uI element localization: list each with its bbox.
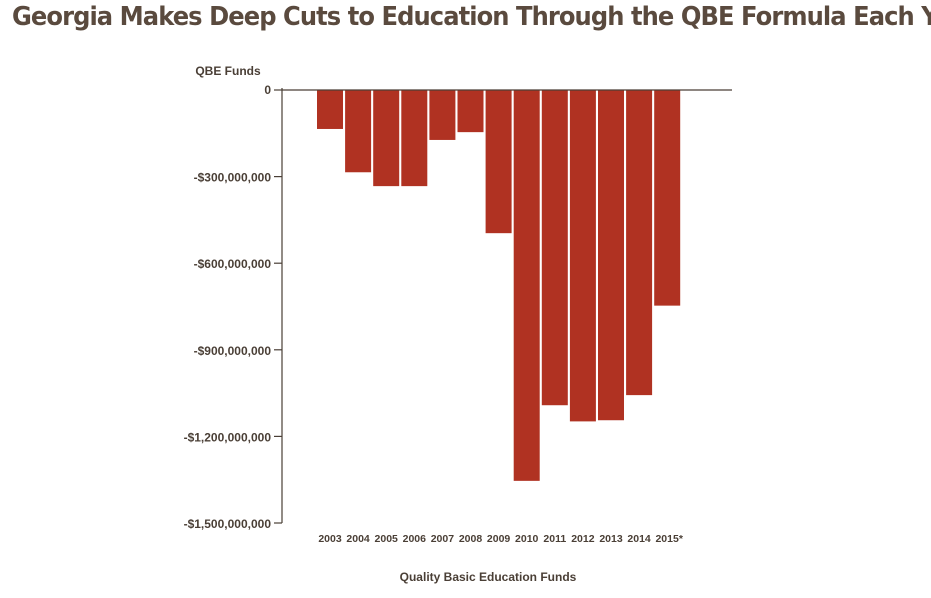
bars-group bbox=[317, 90, 681, 481]
y-tick-label: -$900,000,000 bbox=[194, 344, 272, 358]
x-axis-tick-labels: 2003 2004 2005 2006 2007 2008 2009 2010 2011 2012… bbox=[318, 533, 684, 545]
x-tick-label: 2009 bbox=[487, 533, 511, 545]
x-tick-label: 2013 bbox=[599, 533, 623, 545]
x-tick-label: 2003 bbox=[318, 533, 342, 545]
y-axis-label: QBE Funds bbox=[195, 64, 261, 78]
bar-2010 bbox=[513, 90, 540, 481]
bar-2015star bbox=[654, 90, 681, 306]
y-tick-label: -$300,000,000 bbox=[194, 171, 272, 185]
x-tick-label: 2015* bbox=[655, 533, 683, 545]
x-tick-label: 2010 bbox=[515, 533, 539, 545]
x-tick-label: 2007 bbox=[431, 533, 455, 545]
bar-2005 bbox=[373, 90, 400, 187]
x-tick-label: 2012 bbox=[571, 533, 595, 545]
bar-2012 bbox=[569, 90, 596, 422]
bar-2013 bbox=[598, 90, 624, 421]
bar-2008 bbox=[457, 90, 484, 133]
y-tick-label: -$1,200,000,000 bbox=[184, 430, 272, 444]
bar-2009 bbox=[485, 90, 512, 234]
bar-2014 bbox=[626, 90, 653, 396]
bar-2007 bbox=[429, 90, 456, 140]
y-tick-label: -$600,000,000 bbox=[194, 257, 272, 271]
bar-2011 bbox=[541, 90, 568, 406]
bar-2003 bbox=[317, 90, 343, 129]
x-axis-label: Quality Basic Education Funds bbox=[400, 570, 577, 584]
chart-title: Georgia Makes Deep Cuts to Education Thr… bbox=[12, 2, 931, 32]
y-tick-label: -$1,500,000,000 bbox=[184, 517, 272, 531]
x-tick-label: 2005 bbox=[375, 533, 399, 545]
x-tick-label: 2008 bbox=[459, 533, 483, 545]
x-tick-label: 2004 bbox=[346, 533, 370, 545]
x-tick-label: 2014 bbox=[627, 533, 651, 545]
x-tick-label: 2011 bbox=[543, 533, 566, 545]
x-tick-label: 2006 bbox=[403, 533, 427, 545]
bar-2004 bbox=[345, 90, 372, 173]
bar-2006 bbox=[401, 90, 428, 187]
y-tick-label: 0 bbox=[264, 83, 271, 97]
y-axis-ticks: 0 -$300,000,000 -$600,000,000 -$900,000,000… bbox=[184, 83, 282, 531]
